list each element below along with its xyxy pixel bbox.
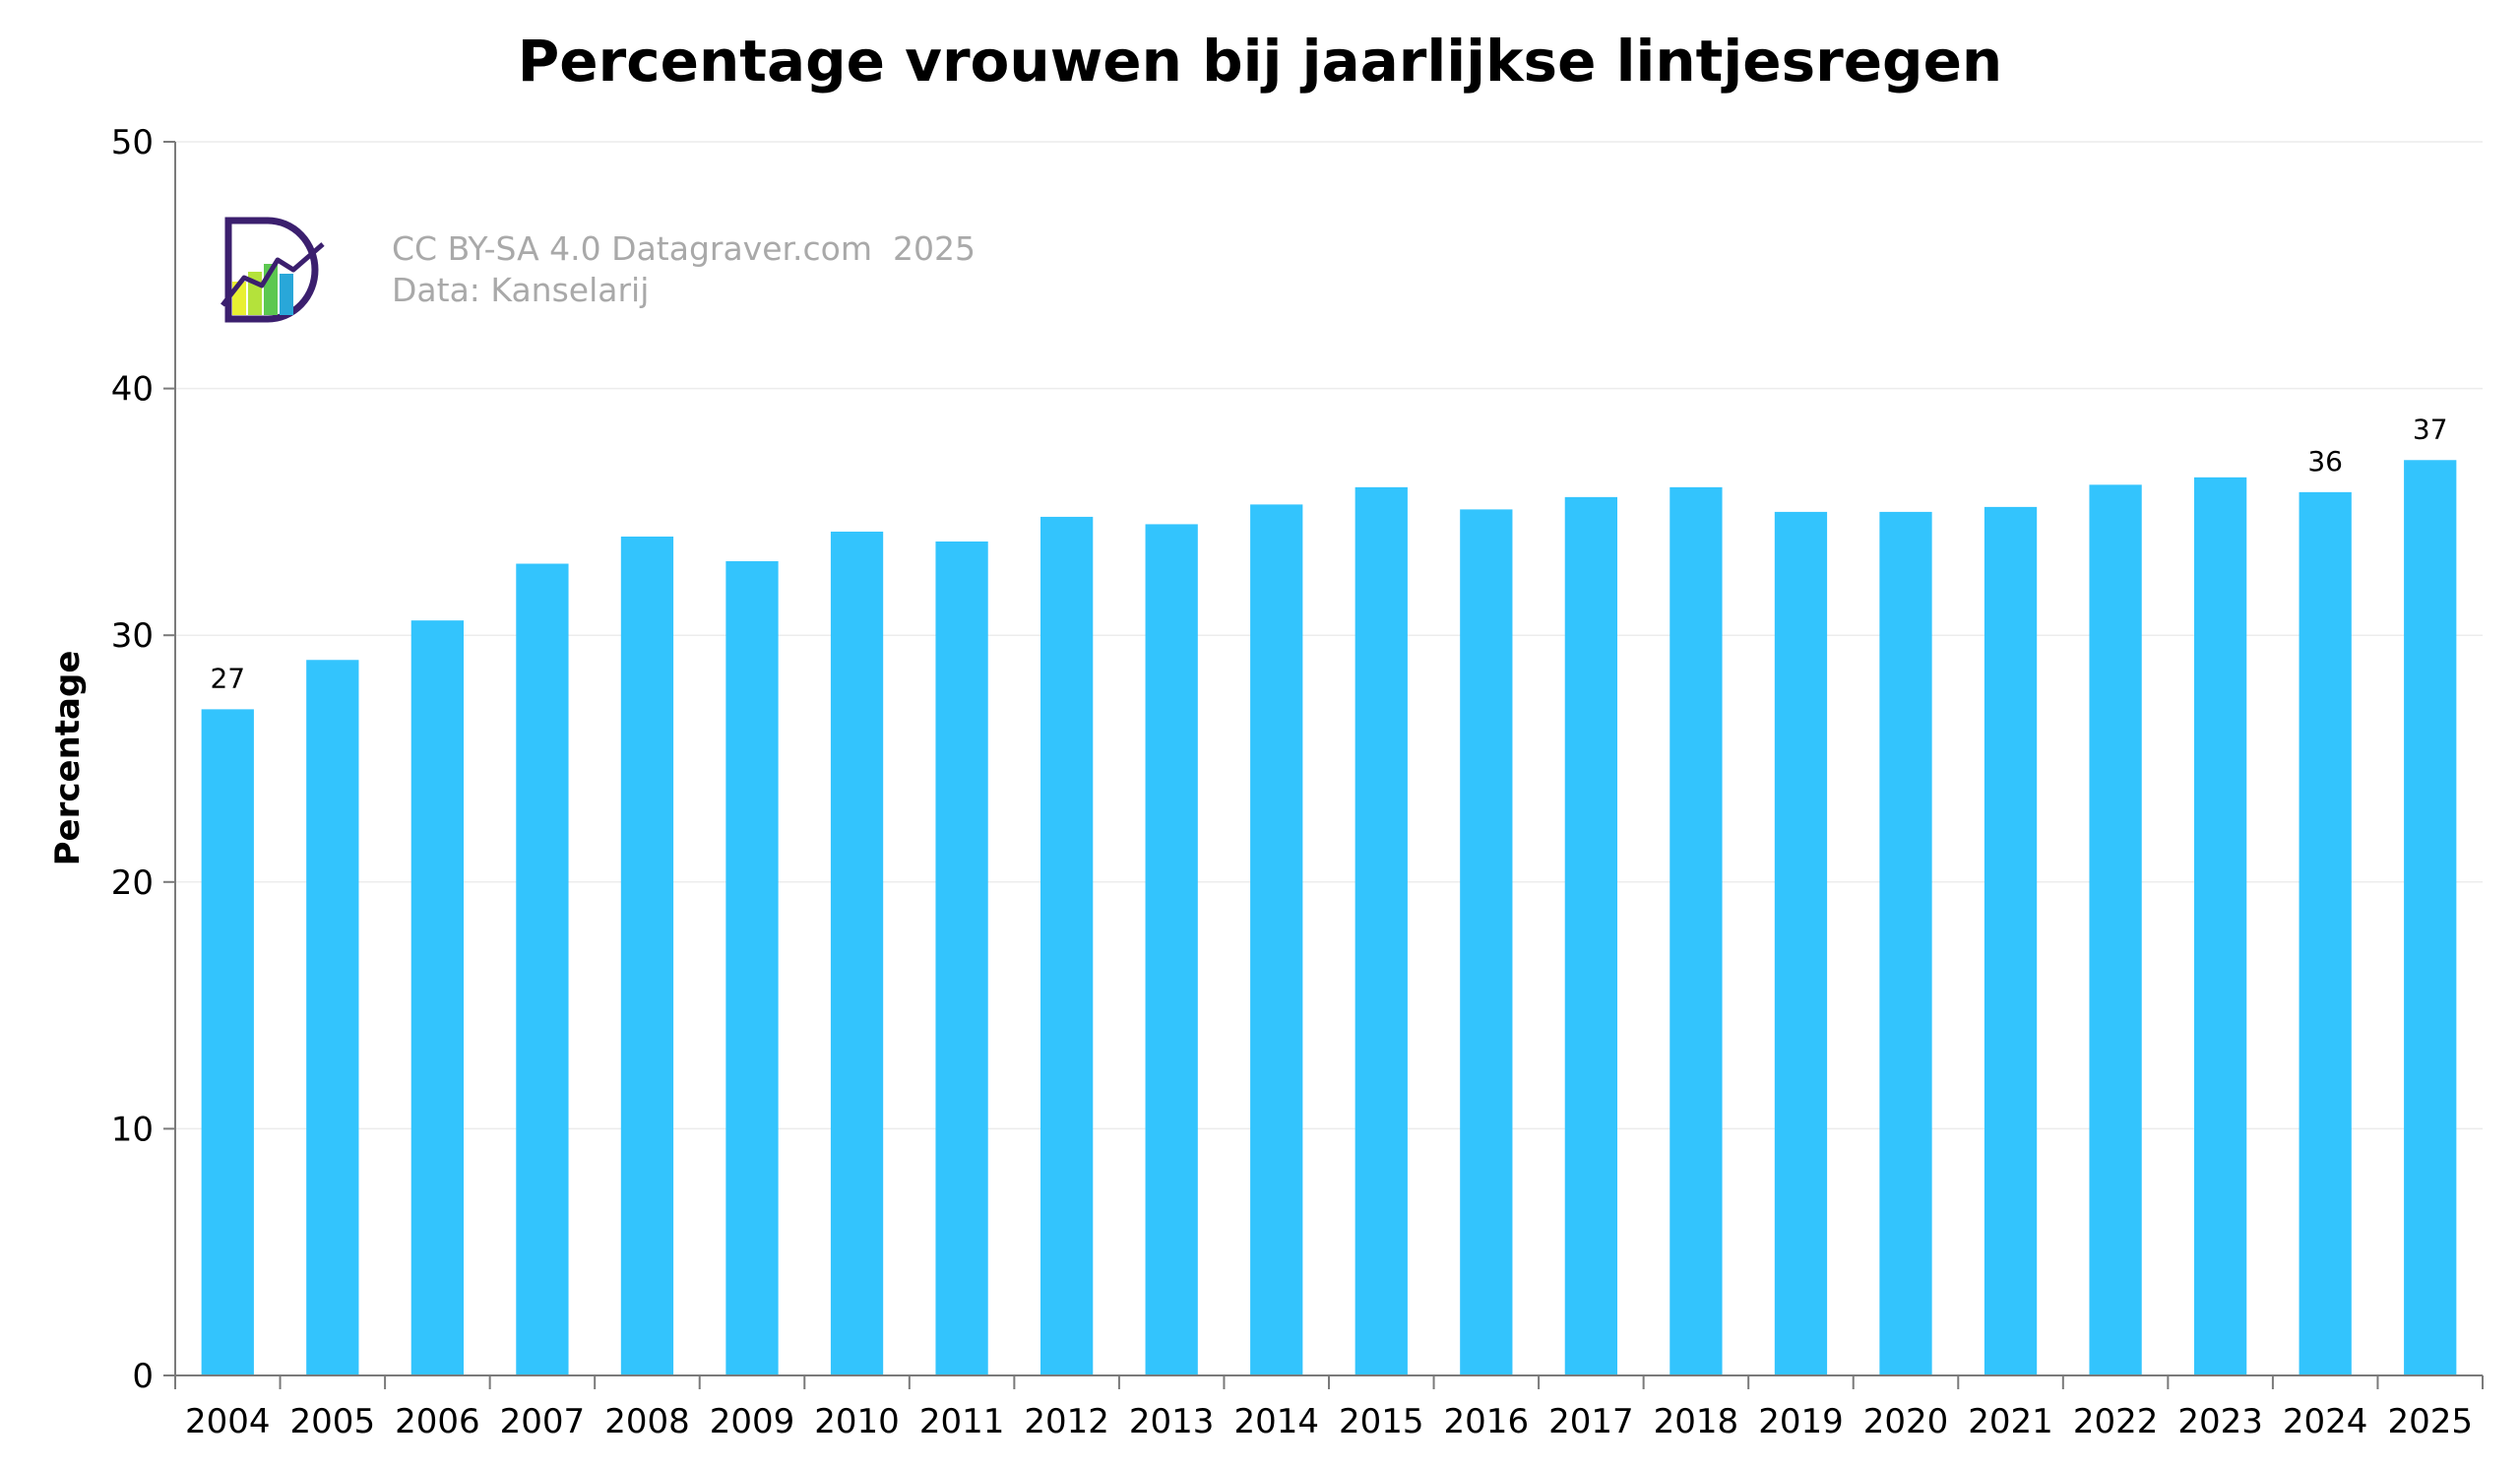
bar-2025 bbox=[2404, 460, 2457, 1375]
y-tick-label-0: 0 bbox=[132, 1357, 154, 1396]
x-tick-label-2025: 2025 bbox=[2387, 1402, 2473, 1441]
bar-2008 bbox=[620, 536, 674, 1375]
x-tick-label-2023: 2023 bbox=[2177, 1402, 2263, 1441]
bar-2012 bbox=[1040, 516, 1094, 1375]
data-label-2024: 36 bbox=[2307, 445, 2343, 478]
y-tick-label-50: 50 bbox=[111, 123, 154, 162]
data-label-2004: 27 bbox=[210, 662, 245, 694]
bar-2019 bbox=[1774, 511, 1828, 1375]
x-tick-label-2011: 2011 bbox=[919, 1402, 1005, 1441]
x-tick-label-2018: 2018 bbox=[1654, 1402, 1739, 1441]
x-tick-label-2016: 2016 bbox=[1444, 1402, 1530, 1441]
x-tick-label-2006: 2006 bbox=[395, 1402, 480, 1441]
y-axis-ticks: 0 10 20 30 40 50 bbox=[111, 123, 175, 1396]
bars bbox=[201, 460, 2457, 1376]
bar-2017 bbox=[1564, 496, 1617, 1375]
bar-2023 bbox=[2194, 477, 2247, 1375]
bar-2007 bbox=[516, 563, 569, 1375]
bar-2014 bbox=[1250, 504, 1303, 1375]
data-label-2025: 37 bbox=[2413, 413, 2448, 445]
bar-2016 bbox=[1460, 509, 1513, 1375]
bar-2004 bbox=[201, 709, 254, 1375]
bar-2005 bbox=[306, 660, 359, 1375]
bar-2010 bbox=[830, 531, 884, 1375]
bar-2021 bbox=[1984, 506, 2038, 1375]
y-tick-label-10: 10 bbox=[111, 1110, 154, 1149]
credit-source: Data: Kanselarij bbox=[392, 271, 649, 309]
bar-2006 bbox=[410, 620, 464, 1375]
bar-2018 bbox=[1670, 486, 1723, 1376]
y-tick-label-20: 20 bbox=[111, 863, 154, 903]
credit-license: CC BY-SA 4.0 Datagraver.com 2025 bbox=[392, 229, 976, 268]
y-axis-title: Percentage bbox=[48, 651, 88, 866]
chart-title: Percentage vrouwen bij jaarlijkse lintje… bbox=[518, 28, 2002, 95]
x-tick-label-2008: 2008 bbox=[604, 1402, 690, 1441]
bar-2020 bbox=[1879, 511, 1932, 1375]
bar-2024 bbox=[2299, 491, 2352, 1375]
x-tick-label-2019: 2019 bbox=[1758, 1402, 1844, 1441]
x-tick-label-2017: 2017 bbox=[1548, 1402, 1634, 1441]
datagraver-logo-icon bbox=[220, 217, 325, 323]
x-tick-label-2004: 2004 bbox=[185, 1402, 271, 1441]
x-tick-label-2009: 2009 bbox=[710, 1402, 795, 1441]
x-axis-ticks: 2004 2005 2006 2007 2008 2009 2010 2011 2012 2013… bbox=[174, 1375, 2484, 1441]
bar-2015 bbox=[1354, 486, 1408, 1376]
x-tick-label-2020: 2020 bbox=[1863, 1402, 1949, 1441]
x-tick-label-2005: 2005 bbox=[290, 1402, 376, 1441]
bar-2022 bbox=[2089, 484, 2142, 1376]
bar-2013 bbox=[1145, 524, 1198, 1375]
y-tick-label-30: 30 bbox=[111, 616, 154, 656]
x-tick-label-2015: 2015 bbox=[1339, 1402, 1424, 1441]
y-tick-label-40: 40 bbox=[111, 370, 154, 410]
x-tick-label-2013: 2013 bbox=[1129, 1402, 1215, 1441]
bar-2011 bbox=[935, 541, 988, 1375]
x-tick-label-2007: 2007 bbox=[500, 1402, 586, 1441]
bar-2009 bbox=[725, 561, 779, 1375]
x-tick-label-2024: 2024 bbox=[2283, 1402, 2368, 1441]
x-tick-label-2010: 2010 bbox=[814, 1402, 900, 1441]
data-labels: 27 36 37 bbox=[210, 413, 2447, 694]
x-tick-label-2022: 2022 bbox=[2073, 1402, 2159, 1441]
x-tick-label-2014: 2014 bbox=[1233, 1402, 1319, 1441]
x-tick-label-2021: 2021 bbox=[1968, 1402, 2053, 1441]
x-tick-label-2012: 2012 bbox=[1024, 1402, 1109, 1441]
